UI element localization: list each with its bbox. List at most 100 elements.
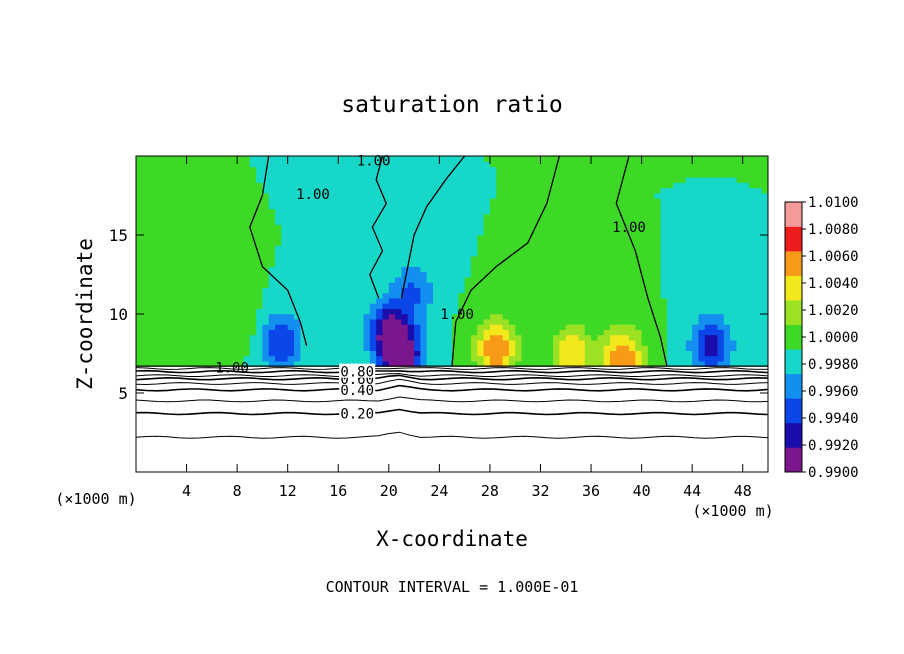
field-cell: [635, 198, 643, 204]
field-cell: [584, 271, 592, 278]
field-cell: [458, 224, 466, 231]
field-cell: [312, 213, 320, 220]
field-cell: [730, 282, 737, 288]
field-cell: [306, 203, 314, 210]
field-cell: [426, 182, 434, 189]
field-cell: [572, 308, 579, 315]
field-cell: [546, 171, 554, 178]
field-cell: [483, 339, 491, 346]
field-cell: [382, 250, 390, 257]
field-cell: [211, 355, 219, 362]
field-cell: [395, 313, 403, 320]
field-cell: [414, 266, 421, 273]
field-cell: [679, 240, 687, 246]
field-cell: [445, 245, 453, 252]
field-cell: [591, 250, 598, 257]
field-cell: [635, 182, 643, 189]
field-cell: [331, 308, 339, 315]
field-cell: [306, 350, 314, 357]
field-cell: [350, 250, 358, 257]
field-cell: [660, 308, 668, 315]
field-cell: [173, 355, 181, 362]
field-cell: [565, 161, 573, 168]
field-cell: [306, 171, 314, 178]
field-cell: [211, 203, 219, 210]
field-cell: [717, 287, 725, 294]
field-cell: [534, 271, 542, 278]
field-cell: [256, 355, 263, 362]
field-cell: [211, 308, 219, 315]
field-cell: [496, 166, 504, 173]
field-cell: [426, 282, 434, 288]
field-cell: [502, 224, 510, 231]
field-cell: [559, 203, 567, 210]
field-cell: [477, 250, 485, 257]
field-cell: [730, 297, 737, 304]
field-cell: [496, 324, 504, 330]
field-cell: [319, 329, 327, 336]
field-cell: [262, 303, 270, 309]
field-cell: [692, 308, 700, 315]
field-cell: [369, 219, 377, 225]
field-cell: [148, 297, 156, 304]
field-cell: [445, 297, 453, 304]
field-cell: [540, 203, 548, 210]
field-cell: [287, 261, 295, 267]
field-cell: [559, 350, 567, 357]
field-cell: [635, 229, 643, 236]
field-cell: [502, 229, 510, 236]
field-cell: [603, 297, 611, 304]
field-cell: [527, 255, 535, 262]
field-cell: [685, 292, 693, 299]
field-cell: [508, 303, 516, 309]
field-cell: [628, 213, 636, 220]
field-cell: [325, 303, 333, 309]
field-cell: [711, 345, 719, 351]
field-cell: [186, 171, 194, 178]
field-cell: [559, 266, 567, 273]
field-cell: [723, 250, 731, 257]
field-cell: [698, 187, 706, 194]
field-cell: [401, 303, 409, 309]
field-cell: [723, 313, 731, 320]
field-cell: [483, 303, 491, 309]
field-cell: [534, 355, 542, 362]
field-cell: [749, 324, 756, 330]
field-cell: [730, 156, 737, 162]
field-cell: [287, 318, 295, 325]
field-cell: [515, 303, 523, 309]
field-cell: [616, 240, 624, 246]
field-cell: [641, 208, 649, 215]
field-cell: [641, 177, 649, 183]
field-cell: [148, 271, 156, 278]
field-cell: [192, 350, 200, 357]
field-cell: [445, 276, 453, 283]
field-cell: [723, 182, 731, 189]
field-cell: [559, 334, 567, 341]
field-cell: [755, 171, 763, 178]
field-cell: [395, 324, 403, 330]
field-cell: [496, 255, 504, 262]
field-cell: [730, 161, 737, 168]
field-cell: [749, 271, 756, 278]
field-cell: [502, 213, 510, 220]
field-cell: [730, 213, 737, 220]
field-cell: [338, 271, 346, 278]
field-cell: [616, 276, 624, 283]
field-cell: [489, 198, 497, 204]
field-cell: [363, 177, 371, 183]
field-cell: [199, 213, 207, 220]
field-cell: [325, 266, 333, 273]
field-cell: [148, 156, 156, 162]
field-cell: [610, 187, 617, 194]
field-cell: [464, 177, 472, 183]
field-cell: [502, 292, 510, 299]
field-cell: [515, 324, 523, 330]
field-cell: [167, 282, 175, 288]
field-cell: [306, 166, 314, 173]
field-cell: [635, 224, 643, 231]
field-cell: [477, 229, 485, 236]
field-cell: [464, 282, 472, 288]
field-cell: [294, 345, 301, 351]
field-cell: [742, 182, 750, 189]
